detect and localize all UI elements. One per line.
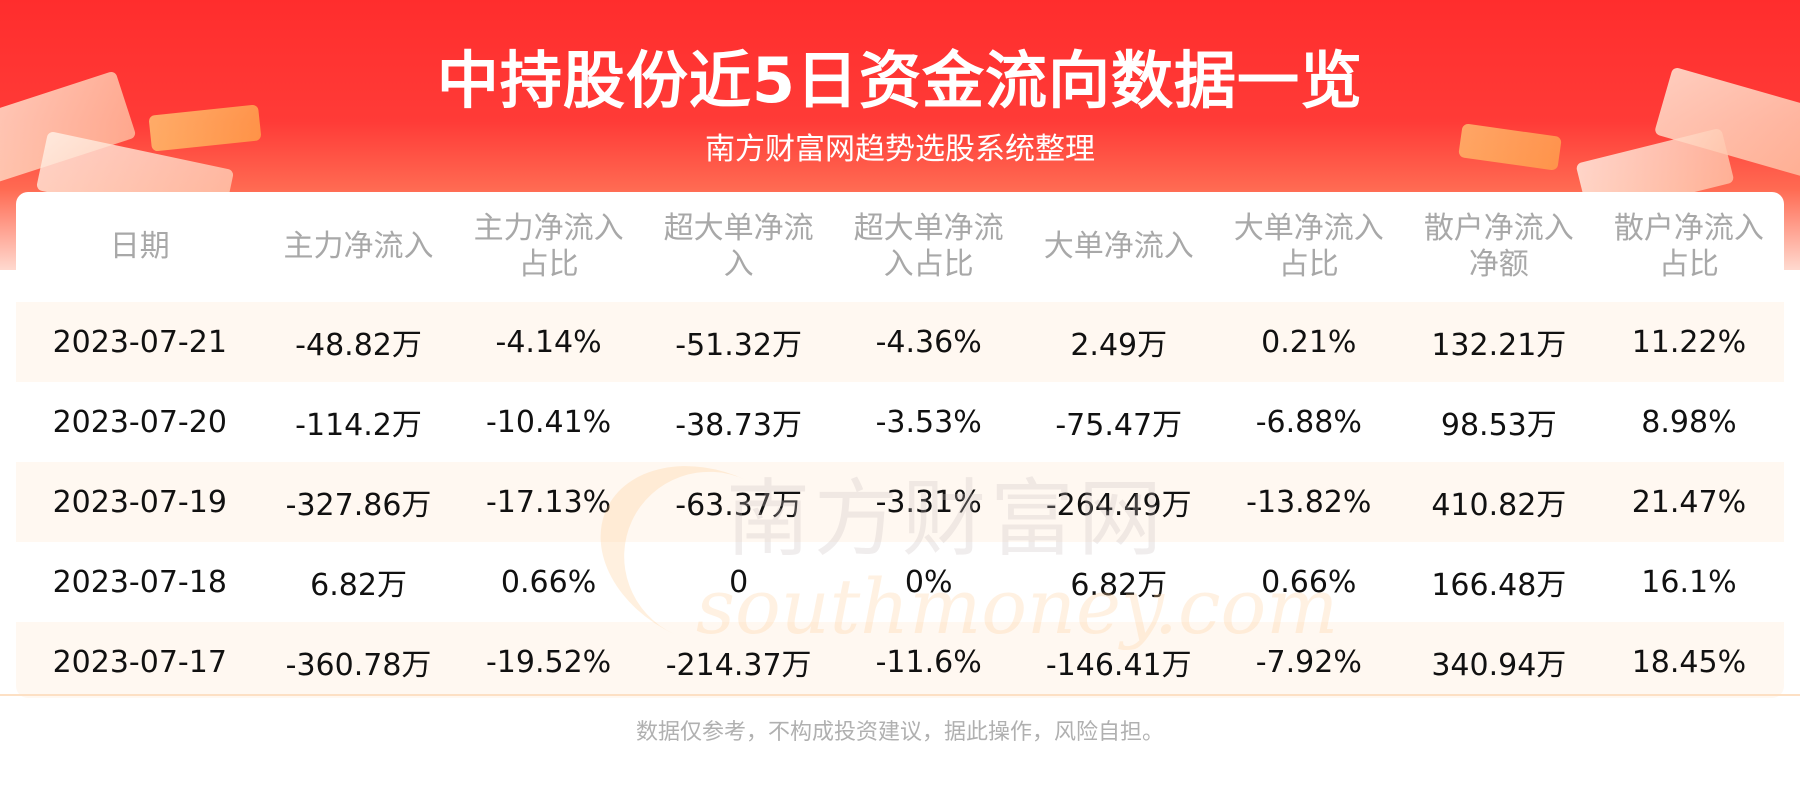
column-header-main-inflow: 主力净流入 [264,192,454,302]
table-cell: 0 [643,542,834,622]
table-cell: 166.48万 [1403,542,1594,622]
column-header-label: 超大单净流 [663,211,814,246]
table-cell: -75.47万 [1023,382,1214,462]
table-cell: 132.21万 [1403,302,1594,382]
table-cell: 18.45% [1593,622,1784,698]
table-cell: -10.41% [453,382,644,462]
table-row: 2023-07-17 -360.78万 -19.52% -214.37万 -11… [16,622,1784,698]
table-cell: 11.22% [1593,302,1784,382]
table-cell: 410.82万 [1403,462,1594,542]
table-row: 2023-07-20 -114.2万 -10.41% -38.73万 -3.53… [16,382,1784,462]
footer-divider [0,694,1800,696]
column-header-label: 主力净流入 [283,229,434,264]
column-header-retail-inflow: 散户净流入 净额 [1404,192,1594,302]
column-header-label: 占比 [518,247,579,282]
table-cell: 98.53万 [1403,382,1594,462]
table-row: 2023-07-18 6.82万 0.66% 0 0% 6.82万 0.66% … [16,542,1784,622]
table-cell: -3.31% [833,462,1024,542]
table-cell: -17.13% [453,462,644,542]
table-row: 2023-07-19 -327.86万 -17.13% -63.37万 -3.3… [16,462,1784,542]
table-cell: -4.14% [453,302,644,382]
column-header-xl-inflow: 超大单净流入 [644,192,834,302]
page-title: 中持股份近5日资金流向数据一览 [436,44,1364,117]
column-header-label: 主力净流入 [473,211,624,246]
column-header-label: 净额 [1468,247,1529,282]
column-header-label: 散户净流入 [1423,211,1574,246]
table-cell: -13.82% [1213,462,1404,542]
table-cell: -51.32万 [643,302,834,382]
data-card: 日期 主力净流入 主力净流入 占比 超大单净流入 超大单净流 入占比 大单净流入 大… [16,192,1784,698]
column-header-label: 大单净流入 [1043,229,1194,264]
column-header-label: 超大单净流 [853,211,1004,246]
column-header-label: 入占比 [883,247,974,282]
column-header-label: 占比 [1278,247,1339,282]
table-cell: 0.66% [1213,542,1404,622]
column-header-main-inflow-ratio: 主力净流入 占比 [454,192,644,302]
table-cell: -38.73万 [643,382,834,462]
table-cell: 6.82万 [1023,542,1214,622]
table-cell: 2023-07-19 [16,462,264,542]
table-cell: 2023-07-18 [16,542,264,622]
table-cell: 6.82万 [263,542,454,622]
table-cell: 2023-07-20 [16,382,264,462]
table-cell: -7.92% [1213,622,1404,698]
table-cell: 8.98% [1593,382,1784,462]
table-cell: 2.49万 [1023,302,1214,382]
table-cell: 340.94万 [1403,622,1594,698]
table-cell: -48.82万 [263,302,454,382]
table-cell: -6.88% [1213,382,1404,462]
table-cell: 2023-07-21 [16,302,264,382]
table-cell: 0.21% [1213,302,1404,382]
table-cell: -146.41万 [1023,622,1214,698]
column-header-label: 日期 [109,229,170,264]
table-cell: -360.78万 [263,622,454,698]
table-cell: 16.1% [1593,542,1784,622]
table-cell: -264.49万 [1023,462,1214,542]
column-header-label: 散户净流入 [1613,211,1764,246]
disclaimer-text: 数据仅参考，不构成投资建议，据此操作，风险自担。 [635,720,1164,745]
table-cell: 0.66% [453,542,644,622]
table-cell: -11.6% [833,622,1024,698]
table-row: 2023-07-21 -48.82万 -4.14% -51.32万 -4.36%… [16,302,1784,382]
page-subtitle: 南方财富网趋势选股系统整理 [705,132,1095,167]
column-header-xl-inflow-ratio: 超大单净流 入占比 [834,192,1024,302]
table-cell: -327.86万 [263,462,454,542]
column-header-label: 大单净流入 [1233,211,1384,246]
table-cell: -214.37万 [643,622,834,698]
table-cell: 0% [833,542,1024,622]
table-cell: -63.37万 [643,462,834,542]
column-header-large-inflow: 大单净流入 [1024,192,1214,302]
column-header-retail-inflow-ratio: 散户净流入 占比 [1594,192,1784,302]
column-header-large-inflow-ratio: 大单净流入 占比 [1214,192,1404,302]
column-header-date: 日期 [16,192,264,302]
table-header-row: 日期 主力净流入 主力净流入 占比 超大单净流入 超大单净流 入占比 大单净流入 大… [16,192,1784,302]
table-cell: -114.2万 [263,382,454,462]
table-cell: 21.47% [1593,462,1784,542]
table-cell: -4.36% [833,302,1024,382]
fund-flow-table: 日期 主力净流入 主力净流入 占比 超大单净流入 超大单净流 入占比 大单净流入 大… [16,192,1784,698]
column-header-label: 入 [723,247,754,282]
table-cell: 2023-07-17 [16,622,264,698]
table-cell: -3.53% [833,382,1024,462]
table-cell: -19.52% [453,622,644,698]
column-header-label: 占比 [1658,247,1719,282]
